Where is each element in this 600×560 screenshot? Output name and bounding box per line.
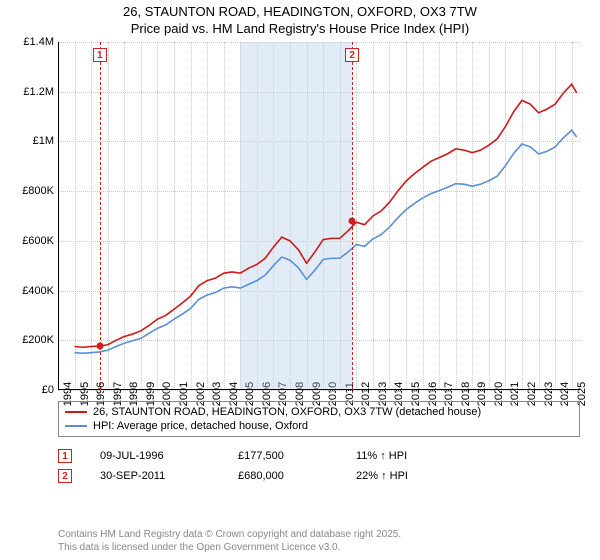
attribution-line2: This data is licensed under the Open Gov…: [58, 542, 401, 555]
marker-date: 30-SEP-2011: [100, 470, 210, 482]
title-line2: Price paid vs. HM Land Registry's House …: [0, 21, 600, 38]
chart-container: 26, STAUNTON ROAD, HEADINGTON, OXFORD, O…: [0, 0, 600, 560]
event-tag: 2: [345, 48, 359, 62]
marker-change: 11% ↑ HPI: [356, 450, 466, 462]
marker-price: £680,000: [238, 470, 328, 482]
y-tick-label: £800K: [22, 185, 54, 197]
marker-date: 09-JUL-1996: [100, 450, 210, 462]
attribution-text: Contains HM Land Registry data © Crown c…: [58, 529, 401, 554]
y-tick-label: £600K: [22, 235, 54, 247]
legend-label: 26, STAUNTON ROAD, HEADINGTON, OXFORD, O…: [93, 406, 481, 418]
marker-row: 1 09-JUL-1996 £177,500 11% ↑ HPI: [58, 446, 580, 466]
marker-change: 22% ↑ HPI: [356, 470, 466, 482]
marker-price: £177,500: [238, 450, 328, 462]
chart-title: 26, STAUNTON ROAD, HEADINGTON, OXFORD, O…: [0, 0, 600, 40]
marker-row: 2 30-SEP-2011 £680,000 22% ↑ HPI: [58, 466, 580, 486]
legend-label: HPI: Average price, detached house, Oxfo…: [93, 420, 308, 432]
marker-table: 1 09-JUL-1996 £177,500 11% ↑ HPI 2 30-SEP-201…: [58, 446, 580, 486]
attribution-line1: Contains HM Land Registry data © Crown c…: [58, 529, 401, 542]
chart-svg: [58, 42, 580, 390]
series-line: [75, 84, 577, 347]
legend-swatch: [65, 425, 87, 427]
y-tick-label: £200K: [22, 334, 54, 346]
x-axis: [58, 389, 580, 390]
grid-h: [58, 390, 580, 391]
chart-plot-area: 12: [58, 42, 580, 390]
title-line1: 26, STAUNTON ROAD, HEADINGTON, OXFORD, O…: [0, 4, 600, 21]
y-tick-label: £0: [42, 384, 54, 396]
marker-id-box: 2: [58, 469, 72, 483]
event-dot: [349, 217, 356, 224]
y-tick-label: £1.4M: [23, 36, 54, 48]
event-tag: 1: [93, 48, 107, 62]
y-tick-label: £1.2M: [23, 86, 54, 98]
event-line: [100, 42, 101, 390]
legend-swatch: [65, 411, 87, 413]
series-line: [75, 130, 577, 353]
y-axis: [58, 42, 59, 390]
legend-row: 26, STAUNTON ROAD, HEADINGTON, OXFORD, O…: [65, 405, 573, 419]
event-dot: [96, 342, 103, 349]
legend-box: 26, STAUNTON ROAD, HEADINGTON, OXFORD, O…: [58, 401, 580, 437]
y-tick-label: £1M: [33, 135, 54, 147]
y-tick-label: £400K: [22, 285, 54, 297]
marker-id-box: 1: [58, 449, 72, 463]
event-line: [352, 42, 353, 390]
legend-row: HPI: Average price, detached house, Oxfo…: [65, 419, 573, 433]
